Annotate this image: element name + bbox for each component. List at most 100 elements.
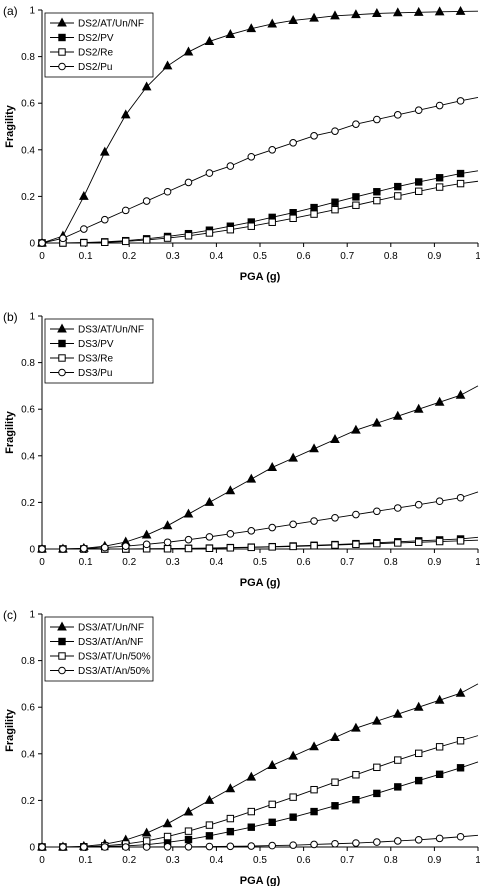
data-point <box>247 807 255 816</box>
series-line <box>42 735 479 848</box>
data-point <box>352 120 360 128</box>
series-1 <box>38 761 479 851</box>
data-point <box>163 234 172 242</box>
data-point <box>435 497 444 506</box>
data-point <box>414 106 423 114</box>
data-point <box>352 193 360 201</box>
x-tick-label: 0 <box>39 251 45 262</box>
x-tick-label: 0.5 <box>253 557 267 568</box>
data-point <box>310 807 318 816</box>
data-point <box>38 239 46 247</box>
y-tick-label: 0 <box>29 843 35 854</box>
data-point <box>246 23 257 33</box>
legend-marker <box>58 637 66 646</box>
chart-panel-1: (b) 0 0.2 0.4 0.6 0.8 1 0 0.1 0.2 0.3 0.4 0.5 0.6 0.7 0… <box>3 310 480 589</box>
legend-entry: DS2/AT/Un/NF <box>78 19 144 30</box>
legend-marker <box>58 368 66 377</box>
data-point <box>331 802 339 810</box>
data-point <box>352 201 360 209</box>
y-tick-label: 1 <box>29 610 35 621</box>
series-line <box>41 10 479 244</box>
data-point <box>456 737 465 745</box>
x-tick-label: 0.4 <box>209 855 223 866</box>
data-point <box>80 843 88 851</box>
series-line <box>42 385 479 550</box>
data-point <box>247 842 256 850</box>
data-point <box>289 520 297 529</box>
x-axis-label: PGA (g) <box>240 875 281 886</box>
series-line <box>42 170 479 244</box>
series-2 <box>38 179 479 247</box>
y-tick-label: 0.2 <box>21 498 35 509</box>
data-point <box>162 520 173 530</box>
data-point <box>163 832 172 841</box>
data-point <box>456 537 465 545</box>
data-point <box>268 218 276 226</box>
data-point <box>435 743 444 751</box>
x-tick-label: 0.8 <box>384 251 398 262</box>
y-tick-label: 0 <box>29 239 35 250</box>
x-tick-label: 0.2 <box>122 855 136 866</box>
x-tick-label: 0.4 <box>209 557 223 568</box>
data-point <box>415 187 423 195</box>
data-point <box>100 215 109 224</box>
x-tick-label: 0 <box>39 557 45 568</box>
data-point <box>372 8 382 17</box>
data-point <box>162 60 173 70</box>
data-point <box>330 434 340 443</box>
data-point <box>247 527 256 535</box>
data-point <box>122 237 130 246</box>
series-line <box>42 491 479 550</box>
data-point <box>351 722 361 732</box>
legend-marker <box>58 652 66 660</box>
data-point <box>331 541 339 549</box>
x-tick-label: 0.3 <box>166 557 180 568</box>
data-point <box>59 545 67 553</box>
x-tick-label: 0.5 <box>253 855 267 866</box>
x-tick-label: 0.6 <box>297 557 311 568</box>
x-tick-label: 0.7 <box>340 557 354 568</box>
legend-marker <box>58 354 66 362</box>
legend-marker <box>58 48 66 56</box>
data-point <box>141 81 152 91</box>
data-point <box>310 542 318 550</box>
x-tick-label: 1 <box>475 251 480 262</box>
data-point <box>289 214 297 223</box>
data-point <box>373 789 381 798</box>
data-point <box>225 783 236 793</box>
x-tick-label: 0.2 <box>122 557 136 568</box>
data-point <box>247 823 255 831</box>
data-point <box>456 764 465 772</box>
data-point <box>330 10 340 20</box>
x-tick-label: 0.4 <box>209 251 223 262</box>
data-point <box>142 843 151 851</box>
data-point <box>289 841 297 849</box>
data-point <box>184 842 193 851</box>
series-line <box>42 683 479 848</box>
x-tick-label: 0.5 <box>253 251 267 262</box>
y-tick-label: 0.4 <box>21 749 35 760</box>
data-point <box>352 796 360 804</box>
series-line <box>41 96 479 244</box>
data-point <box>100 843 109 851</box>
y-tick-label: 0.6 <box>21 99 35 110</box>
data-point <box>205 821 214 829</box>
data-point <box>163 545 172 553</box>
data-point <box>413 701 424 711</box>
data-point <box>413 6 424 16</box>
data-point <box>267 461 278 471</box>
y-tick-label: 0.6 <box>21 405 35 416</box>
data-point <box>289 793 297 801</box>
data-point <box>205 229 214 237</box>
y-tick-label: 0.8 <box>21 52 35 63</box>
data-point <box>415 776 423 785</box>
y-tick-label: 0.4 <box>21 145 35 156</box>
data-point <box>268 800 276 809</box>
data-point <box>373 539 381 548</box>
series-0 <box>37 385 479 553</box>
data-point <box>226 842 235 851</box>
data-point <box>456 832 465 841</box>
data-point <box>309 741 319 751</box>
data-point <box>435 183 444 191</box>
